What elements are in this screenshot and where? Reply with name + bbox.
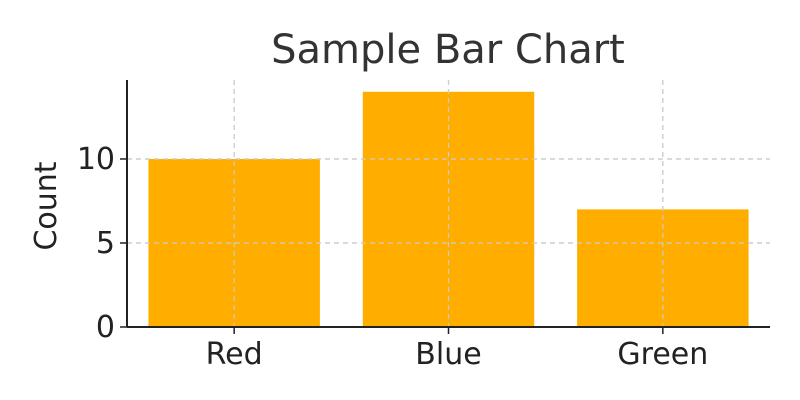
bars-layer [127,80,770,327]
y-tick-label-10: 10 [77,142,115,177]
ticks-layer: 0 5 10 Red Blue Green [77,142,708,372]
x-tick-label-red: Red [206,337,263,372]
x-tick-label-green: Green [617,337,708,372]
y-tick-label-5: 5 [96,226,115,261]
chart-title: Sample Bar Chart [271,27,625,73]
x-tick-label-blue: Blue [415,337,481,372]
y-axis-label: Count [29,161,64,250]
y-tick-label-0: 0 [96,310,115,345]
